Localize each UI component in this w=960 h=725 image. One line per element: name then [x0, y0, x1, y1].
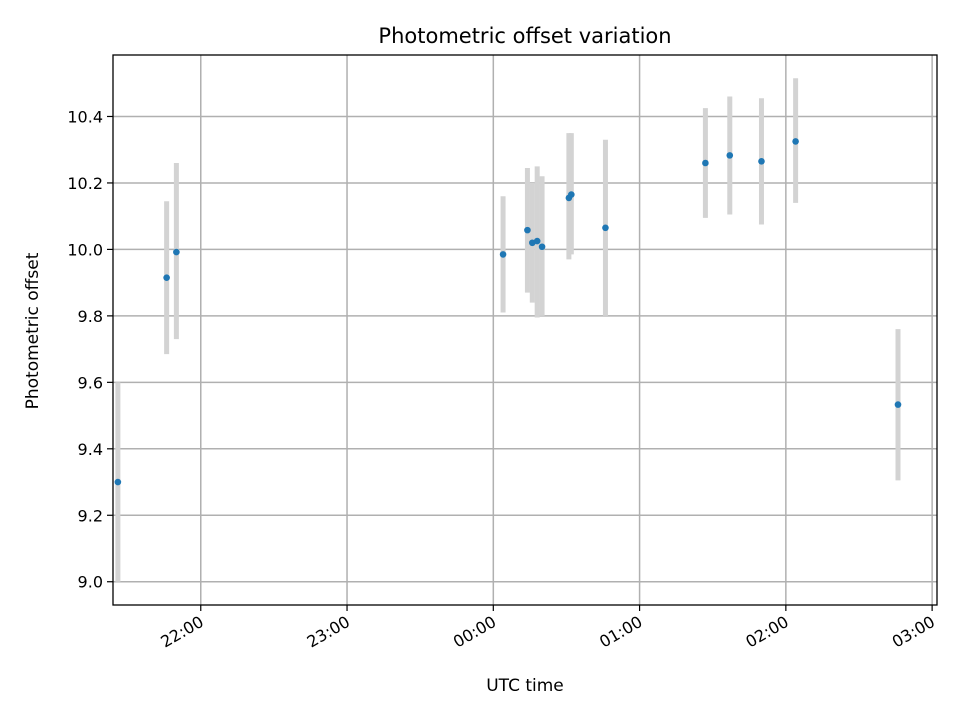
data-point: [792, 138, 799, 145]
data-point: [568, 191, 575, 198]
data-point: [114, 478, 122, 486]
y-tick-label: 9.6: [78, 373, 103, 392]
data-point: [499, 251, 507, 258]
data-point: [538, 243, 546, 251]
y-tick-label: 10.2: [67, 174, 103, 193]
y-tick-label: 9.2: [78, 506, 103, 525]
y-tick-label: 9.0: [78, 573, 103, 592]
data-point: [726, 152, 734, 159]
y-tick-label: 10.0: [67, 240, 103, 259]
data-point: [702, 159, 709, 167]
x-axis-label: UTC time: [486, 676, 564, 696]
chart-title: Photometric offset variation: [378, 24, 671, 48]
data-point: [173, 248, 180, 256]
plot-frame: [112, 54, 938, 606]
data-point: [758, 158, 765, 165]
point-layer: [114, 138, 902, 486]
data-point: [163, 274, 170, 281]
data-point: [533, 237, 541, 245]
y-tick-label: 9.8: [78, 307, 103, 326]
y-tick-label: 10.4: [67, 107, 103, 126]
data-point: [894, 401, 902, 408]
y-axis-label: Photometric offset: [23, 252, 43, 409]
data-point: [524, 226, 531, 234]
data-point: [602, 224, 609, 232]
y-tick-label: 9.4: [78, 440, 103, 459]
